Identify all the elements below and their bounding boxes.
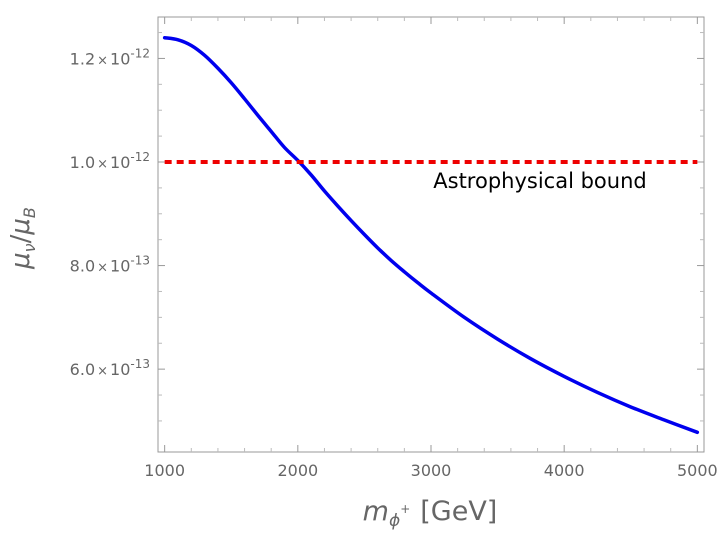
x-label-unit: [GeV] [420,496,497,527]
axis-ticks [158,17,704,452]
y-tick-base: 10 [110,360,130,379]
y-tick-mantissa: 6.0 [70,360,95,379]
annotation-astrophysical-bound: Astrophysical bound [433,169,646,193]
y-tick-mantissa: 8.0 [70,257,95,276]
y-tick-times: × [97,53,108,68]
y-tick-labels: 6.0 × 10-138.0 × 10-131.0 × 10-121.2 × 10-12 [70,46,150,379]
y-tick-base: 10 [110,49,130,68]
y-tick-mantissa: 1.0 [70,153,95,172]
y-tick-label: 6.0 × 10-13 [70,357,150,379]
y-label-num-sub: ν [20,243,39,252]
y-tick-mantissa: 1.2 [70,49,95,68]
y-label-num: μ [6,252,36,270]
plot-border [157,16,705,453]
x-label-main: m [363,496,389,527]
x-tick-label: 3000 [411,461,452,480]
y-tick-times: × [97,157,108,172]
y-tick-exponent: -13 [130,254,150,268]
x-label-sub: ϕ [389,511,400,531]
y-tick-times: × [97,364,108,379]
x-tick-label: 1000 [144,461,185,480]
y-tick-times: × [97,261,108,276]
series-magnetic-moment-curve [162,35,700,435]
y-tick-label: 1.0 × 10-12 [70,150,150,172]
x-tick-label: 2000 [277,461,318,480]
plot-frame [157,16,705,453]
x-axis-label: mϕ+ [GeV] [363,496,498,531]
y-tick-exponent: -13 [130,357,150,371]
x-tick-labels: 1000 2000 3000 4000 5000 [144,461,717,480]
x-label-sup: + [400,502,410,516]
y-tick-label: 1.2 × 10-12 [70,46,150,68]
y-label-slash: / [6,234,36,243]
y-tick-exponent: -12 [130,150,150,164]
y-axis-label: μν/μB [6,207,39,270]
x-tick-label: 5000 [677,461,718,480]
annotations: Astrophysical bound [433,169,646,193]
y-tick-base: 10 [110,153,130,172]
y-label-den: μ [6,218,36,236]
y-tick-base: 10 [110,257,130,276]
y-label-den-sub: B [20,207,39,218]
x-tick-label: 4000 [544,461,585,480]
y-tick-label: 8.0 × 10-13 [70,254,150,276]
series [162,35,700,435]
y-tick-exponent: -12 [130,46,150,60]
